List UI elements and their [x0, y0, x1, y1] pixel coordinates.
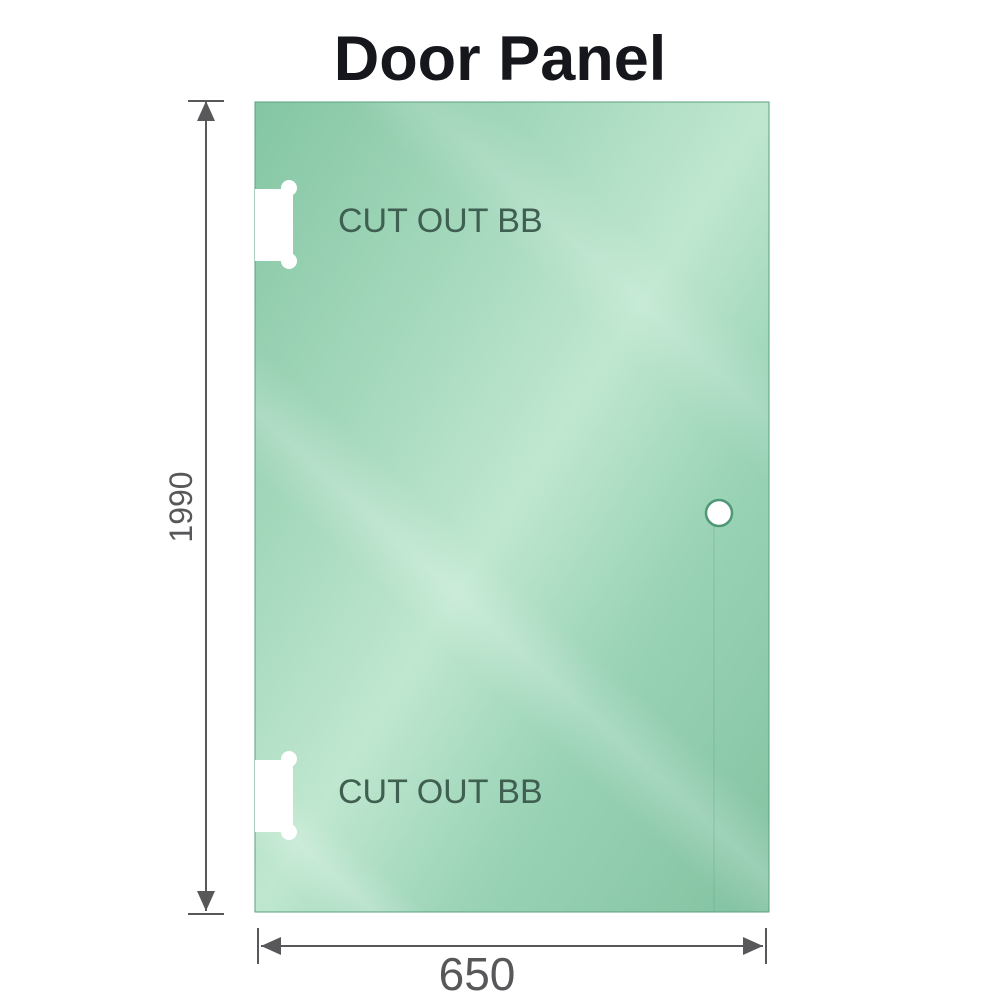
svg-text:Door Panel: Door Panel — [334, 24, 667, 94]
svg-text:1990: 1990 — [163, 471, 199, 542]
svg-text:650: 650 — [439, 948, 516, 1000]
svg-text:CUT OUT BB: CUT OUT BB — [338, 202, 543, 240]
svg-text:CUT OUT BB: CUT OUT BB — [338, 773, 543, 811]
